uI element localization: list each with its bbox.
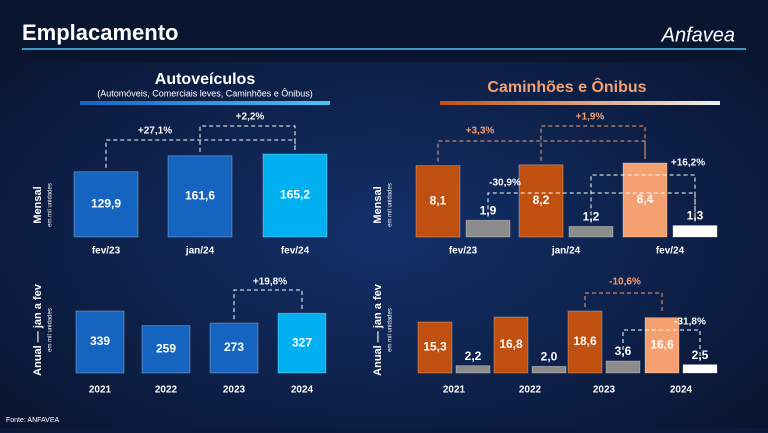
change-bracket (233, 289, 303, 320)
bar (417, 321, 453, 374)
change-bracket (105, 139, 296, 168)
change-label: +27,1% (138, 126, 172, 137)
change-label: +2,2% (236, 112, 265, 123)
value-label: 339 (90, 334, 110, 348)
value-label: 161,6 (185, 189, 215, 203)
bar (605, 360, 641, 374)
x-tick-label: fev/24 (656, 246, 685, 257)
x-tick-label: 2023 (593, 385, 616, 396)
section-subtitle: (Automóveis, Comerciais leves, Caminhões… (97, 88, 313, 98)
change-label: +3,3% (466, 126, 495, 137)
y-axis-unit: em mil unidades (388, 308, 394, 352)
bar (682, 364, 718, 374)
bar (672, 225, 718, 238)
change-bracket (437, 140, 646, 162)
change-label: +1,9% (576, 112, 605, 123)
x-tick-label: fev/23 (449, 246, 478, 257)
source: Fonte: ANFAVEA (6, 417, 60, 424)
value-label: 1,2 (583, 210, 600, 224)
change-label: +16,2% (671, 158, 705, 169)
change-bracket (540, 125, 646, 161)
section-underline (440, 101, 720, 105)
bar (167, 155, 233, 238)
logo: Anfavea (661, 24, 735, 46)
bar (262, 153, 328, 238)
y-axis-label: Anual — jan a fev (32, 283, 44, 376)
value-label: 8,1 (430, 193, 447, 207)
value-label: 129,9 (91, 197, 121, 211)
change-bracket (622, 329, 701, 361)
y-axis-label: Anual — jan a fev (372, 283, 384, 376)
bar (277, 312, 327, 374)
x-tick-label: 2023 (223, 385, 246, 396)
section-title: Autoveículos (155, 71, 256, 88)
bar (73, 171, 139, 238)
value-label: 2,0 (541, 350, 558, 364)
value-label: 165,2 (280, 188, 310, 202)
value-label: 273 (224, 340, 244, 354)
change-bracket (590, 174, 696, 223)
bar (531, 365, 567, 374)
y-axis-unit: em mil unidades (48, 308, 54, 352)
y-axis-label: Mensal (372, 186, 384, 223)
bar (465, 219, 511, 238)
x-tick-label: fev/23 (92, 246, 121, 257)
x-tick-label: jan/24 (185, 246, 215, 257)
value-label: 16,6 (650, 338, 674, 352)
x-tick-label: 2021 (89, 385, 112, 396)
value-label: 8,4 (637, 192, 654, 206)
bar (141, 325, 191, 374)
change-label: -10,6% (609, 277, 641, 288)
value-label: 3,6 (615, 344, 632, 358)
change-bracket (199, 125, 296, 152)
page-title: Emplacamento (22, 20, 179, 45)
x-tick-label: fev/24 (281, 246, 310, 257)
x-tick-label: 2024 (670, 385, 693, 396)
x-tick-label: 2024 (291, 385, 314, 396)
value-label: 259 (156, 341, 176, 355)
y-axis-unit: em mil unidades (388, 183, 394, 227)
value-label: 16,8 (499, 337, 523, 351)
bar (644, 317, 680, 374)
y-axis-unit: em mil unidades (48, 183, 54, 227)
value-label: 15,3 (423, 340, 447, 354)
bar (493, 316, 529, 374)
change-label: -31,8% (674, 317, 706, 328)
value-label: 8,2 (533, 193, 550, 207)
bar (518, 164, 564, 238)
x-tick-label: 2022 (519, 385, 542, 396)
bar (209, 322, 259, 374)
y-axis-label: Mensal (32, 186, 44, 223)
change-label: -30,9% (489, 178, 521, 189)
bar (567, 310, 603, 374)
value-label: 1,9 (480, 203, 497, 217)
change-label: +19,8% (253, 277, 287, 288)
x-tick-label: jan/24 (551, 246, 581, 257)
bar (568, 226, 614, 238)
section-underline (80, 101, 330, 105)
value-label: 18,6 (573, 334, 597, 348)
bar (75, 310, 125, 374)
x-tick-label: 2021 (443, 385, 466, 396)
bar (415, 165, 461, 238)
header-bar (0, 0, 768, 62)
x-tick-label: 2022 (155, 385, 178, 396)
bar (455, 365, 491, 374)
value-label: 327 (292, 335, 312, 349)
value-label: 2,2 (465, 349, 482, 363)
section-title: Caminhões e Ônibus (487, 77, 646, 96)
change-bracket (584, 292, 663, 314)
